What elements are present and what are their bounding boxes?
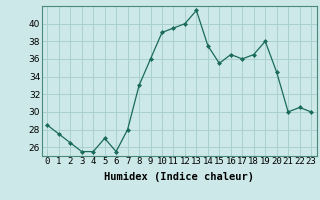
X-axis label: Humidex (Indice chaleur): Humidex (Indice chaleur) bbox=[104, 172, 254, 182]
